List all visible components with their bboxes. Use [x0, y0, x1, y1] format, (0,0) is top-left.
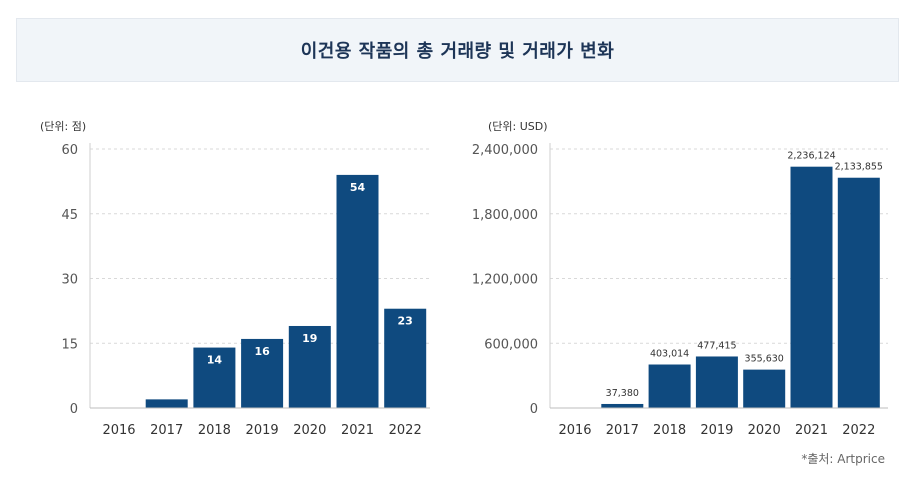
right-data-label: 403,014: [650, 349, 689, 360]
left-bar: [384, 308, 427, 408]
left-data-label: 16: [254, 345, 270, 358]
right-x-tick-label: 2019: [700, 423, 733, 438]
right-x-tick-label: 2020: [748, 423, 781, 438]
left-x-tick-label: 2021: [341, 423, 374, 438]
left-data-label: 2: [163, 405, 171, 418]
left-y-tick-label: 15: [61, 337, 78, 352]
right-y-tick-label: 2,400,000: [472, 143, 538, 158]
right-bar: [743, 369, 786, 408]
left-x-tick-label: 2016: [102, 423, 135, 438]
right-data-label: 477,415: [697, 340, 736, 351]
right-y-tick-label: 1,200,000: [472, 273, 538, 288]
right-x-tick-label: 2018: [653, 423, 686, 438]
left-bar: [145, 399, 188, 408]
left-x-tick-label: 2017: [150, 423, 183, 438]
left-y-tick-label: 0: [70, 402, 78, 417]
left-x-tick-label: 2019: [246, 423, 279, 438]
left-bar: [241, 338, 284, 408]
left-x-tick-label: 2022: [389, 423, 422, 438]
right-bar: [837, 177, 880, 408]
right-x-tick-label: 2022: [842, 423, 875, 438]
left-x-tick-label: 2018: [198, 423, 231, 438]
right-bar: [601, 403, 644, 408]
right-x-tick-label: 2021: [795, 423, 828, 438]
right-y-tick-label: 0: [530, 402, 538, 417]
right-bar: [790, 166, 833, 408]
right-data-label: 2,133,855: [835, 162, 883, 173]
right-x-tick-label: 2017: [606, 423, 639, 438]
right-chart-unit-label: (단위: USD): [488, 120, 548, 133]
right-data-label: 37,380: [606, 388, 639, 399]
right-y-tick-label: 1,800,000: [472, 208, 538, 223]
left-bar: [193, 347, 236, 408]
title-banner: 이건용 작품의 총 거래량 및 거래가 변화: [16, 18, 899, 82]
right-data-label: 2,236,124: [787, 151, 835, 162]
left-y-tick-label: 60: [61, 143, 78, 158]
page-title: 이건용 작품의 총 거래량 및 거래가 변화: [300, 41, 615, 62]
right-data-label: 355,630: [745, 354, 784, 365]
left-bar: [288, 325, 331, 408]
right-bar: [648, 364, 691, 408]
left-data-label: 23: [398, 315, 413, 328]
left-data-label: 54: [350, 181, 366, 194]
left-data-label: 19: [302, 332, 317, 345]
left-bar: [336, 174, 379, 408]
right-x-tick-label: 2016: [558, 423, 591, 438]
left-y-tick-label: 30: [61, 273, 78, 288]
right-y-tick-label: 600,000: [484, 337, 538, 352]
left-data-label: 14: [207, 354, 223, 367]
source-note: *출처: Artprice: [801, 452, 885, 466]
left-x-tick-label: 2020: [293, 423, 326, 438]
left-y-tick-label: 45: [61, 208, 78, 223]
left-chart-unit-label: (단위: 점): [40, 120, 87, 133]
right-bar: [695, 356, 738, 408]
